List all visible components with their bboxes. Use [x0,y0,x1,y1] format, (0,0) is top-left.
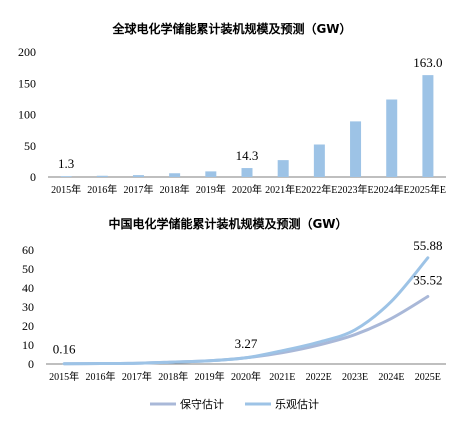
bar-chart-x-tick-label: 2025年E [410,183,446,196]
line-chart-x-tick-label: 2023E [342,372,368,383]
line-chart-data-labels: 0.16 3.27 55.88 35.52 [53,238,443,357]
bar [96,175,108,177]
line-chart-y-tick-label: 30 [22,300,34,314]
bar [241,168,253,177]
bar-chart-x-axis: 2015年 2016年 2017年 2018年 2019年 2020年 2021年E 2022… [51,183,446,196]
bar [205,171,217,177]
bar-chart-x-tick-label: 2017年 [123,183,153,196]
line-chart-x-tick-label: 2021E [269,372,295,383]
legend-label: 保守估计 [180,397,224,411]
bar-chart-x-tick-label: 2023年E [337,183,373,196]
line-chart-x-tick-label: 2024E [378,372,404,383]
bar-chart-y-tick-label: 100 [18,108,36,122]
bar-chart-x-tick-label: 2016年 [87,183,117,196]
line-chart-x-axis: 2015年 2016年 2017年 2018年 2019年 2020年 2021E 2022E… [49,370,441,383]
bar [422,75,434,177]
line-chart-x-tick-label: 2025E [415,372,441,383]
bar [60,176,72,177]
line-chart-y-tick-label: 60 [22,243,34,257]
bar-chart-x-tick-label: 2015年 [51,183,81,196]
line-chart-series [62,256,430,366]
bar-chart-title: 全球电化学储能累计装机规模及预测（GW） [111,21,351,36]
line-chart-y-tick-label: 20 [22,319,34,333]
bar-chart-y-tick-label: 50 [24,139,36,153]
line-chart-y-tick-label: 40 [22,281,34,295]
line-data-label: 55.88 [413,238,442,253]
bar [169,173,181,177]
line-chart-title: 中国电化学储能累计装机规模及预测（GW） [108,216,347,231]
line-chart-y-tick-label: 0 [28,357,34,371]
line-chart-x-tick-label: 2022E [306,372,332,383]
line-chart-y-axis: 0 10 20 30 40 50 60 [22,243,34,371]
line-chart-x-tick-label: 2015年 [49,370,79,383]
line-chart-legend: 保守估计 乐观估计 [150,397,319,411]
line-chart-y-tick-label: 10 [22,338,34,352]
bar [132,175,144,177]
legend-label: 乐观估计 [275,398,319,411]
series-line-optimistic [62,256,430,366]
bar-chart-x-tick-label: 2020年 [232,183,262,196]
bar-chart-bars [60,75,434,177]
line-chart-x-tick-label: 2020年 [231,370,261,383]
line-chart: 中国电化学储能累计装机规模及预测（GW） 0 10 20 30 40 50 60 2015年… [22,216,446,411]
bar-data-label: 163.0 [413,55,442,70]
line-data-label: 3.27 [235,336,258,351]
line-chart-x-tick-label: 2016年 [86,370,116,383]
bar [277,160,289,177]
line-chart-y-tick-label: 50 [22,262,34,276]
bar-chart-x-tick-label: 2019年 [196,183,226,196]
line-chart-x-tick-label: 2019年 [195,370,225,383]
bar [350,121,362,177]
bar [386,99,398,177]
line-chart-x-tick-label: 2018年 [158,370,188,383]
line-data-label: 35.52 [413,273,442,288]
bar-chart-x-tick-label: 2024年E [374,183,410,196]
bar-data-label: 1.3 [58,156,74,171]
bar-data-label: 14.3 [236,148,259,163]
bar-chart-x-tick-label: 2022年E [301,183,337,196]
line-data-label: 0.16 [53,342,76,357]
bar-chart-y-axis: 0 50 100 150 200 [18,45,36,184]
series-line-conservative [62,295,430,366]
bar-chart-data-labels: 1.3 14.3 163.0 [58,55,443,171]
bar-chart-y-tick-label: 200 [18,45,36,59]
bar-chart-y-tick-label: 150 [18,76,36,90]
bar [313,144,325,177]
line-chart-x-tick-label: 2017年 [122,370,152,383]
bar-chart-x-tick-label: 2021年E [265,183,301,196]
bar-chart-x-tick-label: 2018年 [160,183,190,196]
bar-chart-y-tick-label: 0 [30,170,36,184]
